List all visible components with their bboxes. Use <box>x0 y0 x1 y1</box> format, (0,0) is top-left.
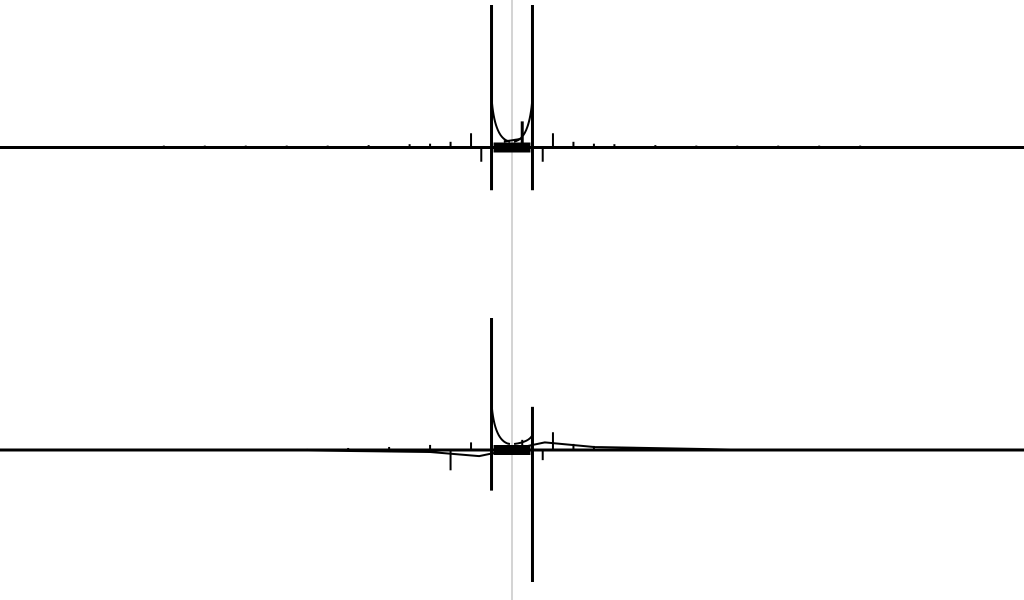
upper-trace-panel <box>0 5 1024 191</box>
decay-curve <box>490 403 511 445</box>
decay-curve <box>513 434 534 445</box>
center-band <box>493 142 531 153</box>
center-band <box>493 445 531 455</box>
decay-curve <box>513 97 534 143</box>
lower-trace-panel <box>0 318 1024 582</box>
